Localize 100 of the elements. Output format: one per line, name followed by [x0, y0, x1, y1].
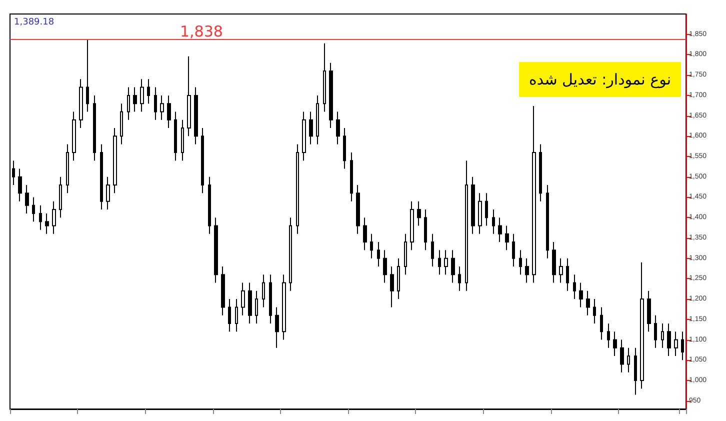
- candlestick: [525, 258, 529, 284]
- candlestick: [133, 86, 137, 112]
- candlestick: [228, 298, 231, 332]
- candlestick: [627, 347, 630, 373]
- candlestick: [383, 250, 387, 284]
- candlestick: [167, 94, 171, 129]
- candlestick: [634, 347, 637, 396]
- candlestick: [25, 184, 29, 214]
- candlestick: [248, 282, 252, 324]
- candlestick: [350, 152, 353, 202]
- candlestick: [593, 298, 596, 324]
- candlestick: [45, 213, 49, 234]
- candlestick: [431, 233, 434, 267]
- candlestick: [79, 78, 83, 129]
- candlestick: [674, 331, 678, 357]
- candlestick: [654, 314, 657, 348]
- candlestick: [32, 196, 35, 222]
- candlestick: [600, 306, 603, 340]
- candlestick: [519, 250, 522, 276]
- candlestick: [613, 331, 617, 357]
- candlestick: [160, 94, 164, 120]
- candlestick: [18, 168, 22, 202]
- candlestick: [559, 258, 563, 284]
- candlestick: [566, 258, 569, 292]
- candlestick: [397, 258, 400, 300]
- candlestick: [120, 103, 123, 145]
- candlestick: [661, 322, 664, 348]
- candlestick: [465, 160, 468, 292]
- candlestick: [438, 250, 441, 276]
- candlestick: [309, 111, 313, 145]
- candlestick: [363, 217, 367, 251]
- candlestick: [377, 242, 380, 267]
- candlestick: [579, 282, 583, 308]
- candlestick: [478, 192, 482, 234]
- candlestick: [201, 128, 204, 194]
- candlestick: [410, 200, 414, 251]
- candlestick: [444, 250, 448, 276]
- candlestick: [221, 266, 225, 316]
- candlestick: [154, 86, 157, 120]
- candlestick: [302, 111, 306, 162]
- candlestick: [174, 111, 177, 162]
- candlestick: [539, 144, 542, 202]
- candlestick: [241, 282, 245, 316]
- candlestick: [512, 233, 515, 267]
- candlestick: [289, 217, 292, 292]
- candlestick: [404, 233, 407, 276]
- candlestick: [451, 250, 455, 284]
- candlestick: [471, 176, 475, 234]
- candlestick: [140, 78, 144, 112]
- candlestick: [296, 144, 299, 234]
- candlestick: [72, 111, 76, 162]
- candlestick: [52, 200, 56, 234]
- candlestick: [552, 242, 556, 284]
- candlestick: [532, 106, 536, 284]
- candlestick: [106, 176, 110, 210]
- candlestick: [181, 119, 184, 162]
- candlestick: [329, 62, 333, 129]
- candlestick: [235, 298, 238, 332]
- candlestick: [620, 339, 624, 373]
- candlestick: [113, 128, 117, 194]
- candlestick: [66, 144, 69, 194]
- candlestick: [86, 38, 89, 112]
- annotation: نوع نمودار: تعدیل شده: [528, 70, 672, 88]
- candlestick: [147, 78, 150, 104]
- candlestick: [93, 94, 96, 162]
- candlestick: [127, 86, 130, 120]
- candlestick: [336, 111, 340, 145]
- candlestick: [187, 56, 191, 137]
- candlestick: [370, 233, 373, 259]
- candlestick: [39, 204, 42, 230]
- candlestick: [269, 274, 272, 324]
- candlestick: [607, 322, 610, 348]
- candlestick: [282, 274, 286, 340]
- annotation: 1,389.18: [14, 18, 54, 28]
- candlestick: [208, 176, 211, 234]
- candlestick: [275, 306, 279, 348]
- candlestick: [586, 290, 590, 316]
- candlestick: [485, 192, 488, 226]
- candlestick: [100, 144, 103, 210]
- candlestick: [667, 322, 671, 357]
- candlestick: [356, 184, 360, 234]
- candlestick: [214, 217, 218, 284]
- candlestick: [316, 94, 319, 145]
- ref-line-label: 1,838: [180, 22, 223, 41]
- candlestick: [681, 331, 684, 361]
- candlestick: [424, 208, 427, 251]
- candlestick: [323, 42, 326, 112]
- candlestick: [59, 176, 62, 218]
- candlestick: [12, 160, 15, 186]
- candlestick: [505, 225, 509, 251]
- candlestick: [343, 128, 346, 170]
- candlestick: [255, 290, 258, 324]
- candlestick: [262, 274, 265, 308]
- candlestick: [194, 86, 198, 145]
- candlestick: [492, 208, 495, 234]
- candlestick: [458, 266, 461, 292]
- candlestick: [417, 200, 421, 226]
- candlestick: [640, 262, 644, 390]
- candlestick: [390, 266, 394, 308]
- candlestick: [498, 217, 502, 243]
